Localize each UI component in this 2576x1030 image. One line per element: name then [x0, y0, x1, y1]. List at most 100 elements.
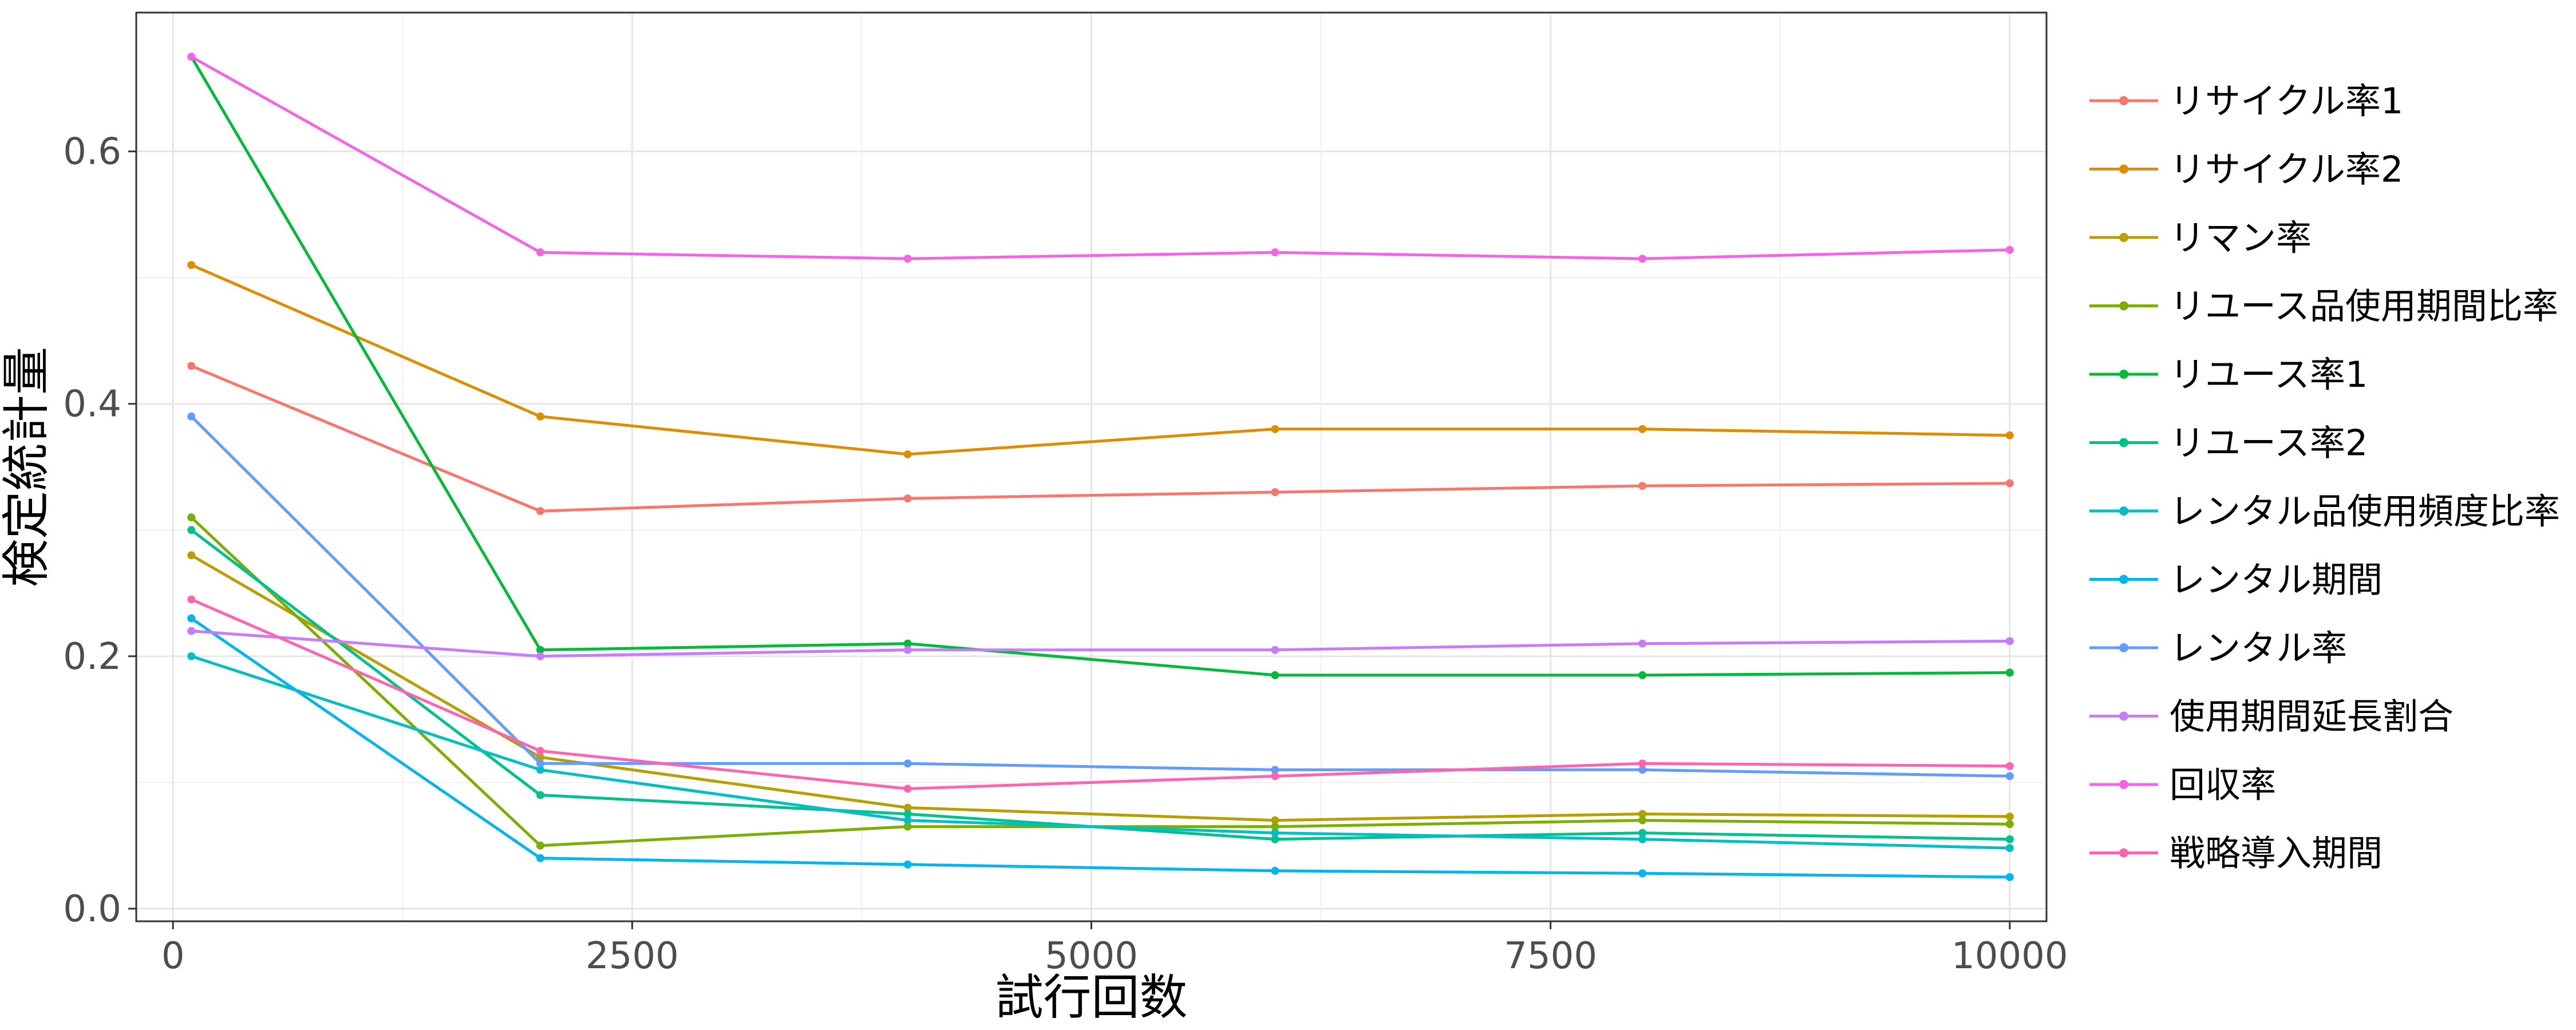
data-point	[1271, 766, 1279, 774]
legend-item: レンタル率	[2089, 627, 2347, 669]
legend-item: リユース率2	[2089, 422, 2368, 464]
data-point	[1271, 671, 1279, 679]
data-point	[1271, 645, 1279, 654]
legend-item: レンタル期間	[2089, 559, 2383, 601]
legend-label: リユース率1	[2170, 354, 2368, 395]
data-point	[903, 759, 912, 768]
data-point	[1638, 639, 1647, 648]
series-2	[187, 551, 2014, 825]
legend-key-point	[2119, 780, 2128, 789]
series-9	[187, 627, 2014, 660]
series-line	[191, 263, 2010, 456]
y-tick-label: 0.2	[63, 636, 121, 678]
data-point	[1638, 835, 1647, 843]
legend-label: リユース品使用期間比率	[2170, 286, 2558, 327]
data-point	[2005, 637, 2014, 645]
data-point	[1638, 671, 1647, 679]
series-line	[191, 554, 2010, 822]
legend-item: レンタル品使用頻度比率	[2089, 490, 2560, 532]
series-layer	[187, 53, 2014, 881]
data-point	[2005, 431, 2014, 439]
data-point	[1271, 835, 1279, 843]
data-point	[187, 627, 196, 635]
data-point	[187, 551, 196, 560]
data-point	[536, 854, 544, 862]
data-point	[187, 53, 196, 61]
y-axis-title: 検定統計量	[0, 347, 54, 587]
data-point	[2005, 873, 2014, 881]
data-point	[2005, 762, 2014, 770]
data-point	[536, 652, 544, 660]
data-point	[903, 816, 912, 825]
legend-label: リユース率2	[2170, 422, 2368, 464]
legend-label: 戦略導入期間	[2170, 833, 2383, 874]
x-axis-title: 試行回数	[995, 969, 1187, 1025]
data-point	[903, 803, 912, 812]
legend-key-point	[2119, 370, 2128, 379]
x-tick-label: 5000	[1045, 935, 1138, 977]
series-line	[191, 365, 2010, 513]
data-point	[1638, 482, 1647, 490]
data-point	[1638, 255, 1647, 263]
series-11	[187, 595, 2014, 793]
data-point	[187, 652, 196, 660]
data-point	[2005, 772, 2014, 781]
x-tick-label: 7500	[1504, 935, 1597, 977]
series-line	[191, 598, 2010, 790]
legend-key-point	[2119, 164, 2128, 174]
data-point	[903, 860, 912, 869]
data-point	[1638, 869, 1647, 878]
data-point	[1271, 248, 1279, 257]
data-point	[2005, 835, 2014, 843]
data-point	[1638, 759, 1647, 768]
series-line	[190, 415, 2010, 778]
data-point	[1638, 816, 1647, 825]
series-line	[191, 56, 2010, 260]
data-point	[1271, 772, 1279, 781]
legend-key-point	[2119, 233, 2128, 242]
legend-label: レンタル期間	[2170, 559, 2383, 601]
data-point	[903, 450, 912, 458]
data-point	[187, 362, 196, 370]
legend-label: レンタル率	[2170, 627, 2347, 669]
legend-key-point	[2119, 96, 2128, 105]
data-point	[1271, 866, 1279, 875]
series-0	[187, 362, 2014, 516]
y-axis: 0.0 0.2 0.4 0.6	[63, 131, 136, 930]
legend-key-point	[2119, 711, 2128, 721]
data-point	[1638, 425, 1647, 433]
data-point	[1271, 425, 1279, 433]
legend-key-point	[2119, 575, 2128, 584]
series-line	[190, 56, 2010, 677]
data-point	[903, 645, 912, 654]
legend-key-point	[2119, 848, 2128, 858]
data-point	[187, 513, 196, 522]
x-tick-label: 2500	[586, 935, 679, 977]
data-point	[903, 255, 912, 263]
x-tick-label: 0	[161, 935, 185, 977]
series-6	[187, 652, 2014, 853]
data-point	[536, 766, 544, 774]
data-point	[1271, 488, 1279, 497]
data-point	[903, 810, 912, 818]
data-point	[2005, 812, 2014, 821]
data-point	[536, 841, 544, 850]
data-point	[536, 507, 544, 516]
legend-item: 回収率	[2089, 764, 2276, 806]
data-point	[903, 822, 912, 831]
data-point	[2005, 479, 2014, 488]
data-point	[536, 248, 544, 257]
legend-key-point	[2119, 643, 2128, 652]
legend-key-point	[2119, 506, 2128, 516]
data-point	[2005, 245, 2014, 254]
data-point	[903, 639, 912, 648]
legend-item: リサイクル率2	[2089, 149, 2403, 191]
data-point	[187, 595, 196, 604]
data-point	[1638, 829, 1647, 837]
data-point	[1638, 810, 1647, 818]
data-point	[536, 791, 544, 799]
legend-label: 使用期間延長割合	[2170, 696, 2453, 738]
series-10	[187, 53, 2014, 263]
